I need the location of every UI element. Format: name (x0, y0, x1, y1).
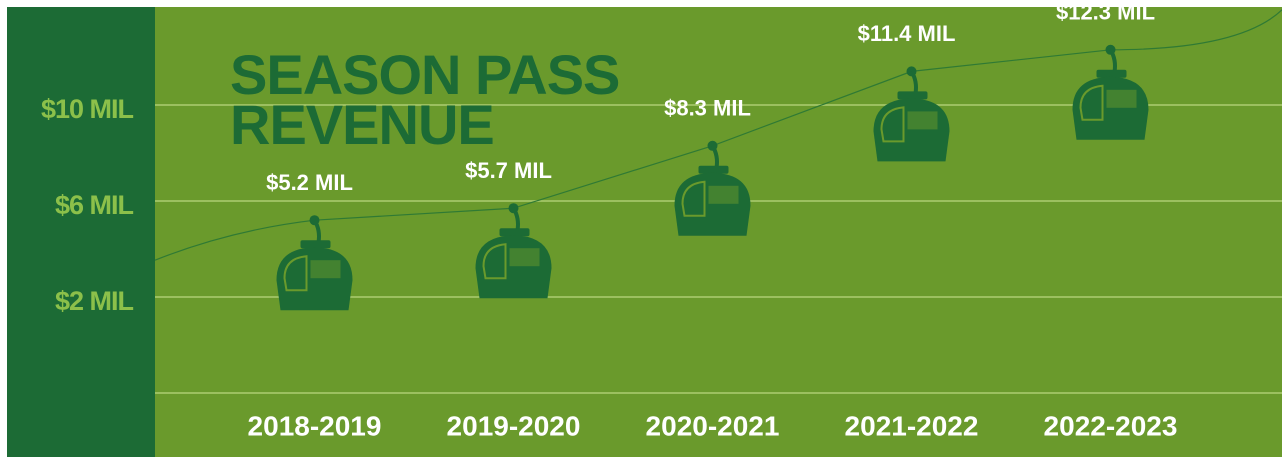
gondola (475, 203, 552, 299)
gondola-roof (698, 165, 729, 174)
gondola (873, 66, 950, 162)
axis-panel (7, 7, 155, 457)
gondola-window (907, 111, 938, 130)
gondola-window (1106, 89, 1137, 108)
gondola-window (509, 248, 540, 267)
gondola-body (276, 247, 353, 311)
gondola-roof (897, 91, 928, 100)
gondola (276, 215, 353, 311)
value-label: $5.2 MIL (266, 170, 353, 195)
gondola (674, 140, 751, 236)
gondola-body (674, 172, 751, 236)
y-tick-label: $10 MIL (41, 94, 134, 124)
gondola-roof (499, 228, 530, 237)
gondola-body (873, 98, 950, 162)
gondola-window (310, 260, 341, 279)
gondola-window (1079, 84, 1104, 121)
gondola-body (475, 235, 552, 299)
y-tick-label: $6 MIL (55, 190, 134, 220)
x-tick-label: 2019-2020 (447, 410, 581, 441)
x-tick-label: 2018-2019 (248, 410, 382, 441)
value-label: $12.3 MIL (1056, 0, 1155, 25)
gondola-window (681, 180, 706, 217)
cable-end (1110, 9, 1282, 51)
gondola-window (708, 185, 739, 204)
value-label: $5.7 MIL (465, 158, 552, 183)
y-tick-label: $2 MIL (55, 286, 134, 316)
gondola-window (482, 243, 507, 280)
chart-title: SEASON PASS REVENUE (230, 43, 620, 156)
value-label: $8.3 MIL (664, 96, 751, 121)
gondola-roof (1096, 69, 1127, 78)
x-tick-label: 2021-2022 (845, 410, 979, 441)
x-tick-label: 2020-2021 (646, 410, 780, 441)
cable-end (154, 219, 315, 261)
gondola-window (283, 255, 308, 292)
gondola (1072, 44, 1149, 140)
value-label: $11.4 MIL (858, 21, 956, 46)
x-tick-label: 2022-2023 (1044, 410, 1178, 441)
gondola-body (1072, 76, 1149, 140)
gondola-window (880, 106, 905, 143)
gondola-roof (300, 240, 331, 249)
